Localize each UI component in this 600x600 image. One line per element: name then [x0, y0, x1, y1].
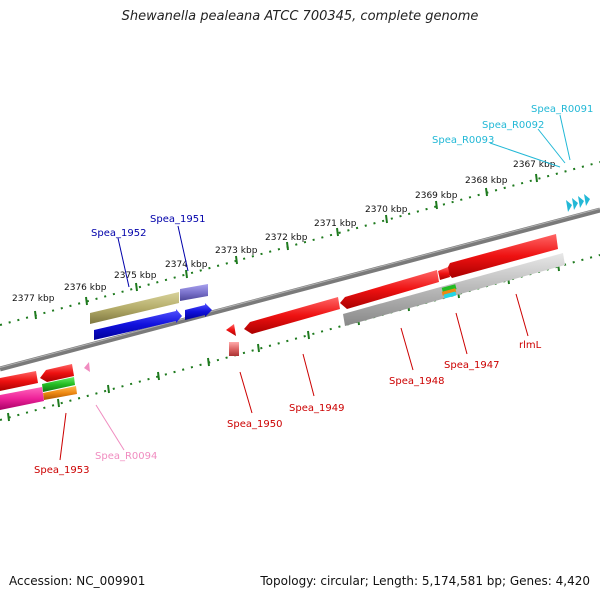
- gene-spea-1947-green-block[interactable]: [441, 284, 457, 293]
- gene-label-spea-1951[interactable]: Spea_1951: [150, 214, 205, 225]
- genome-backbone: [0, 207, 600, 372]
- genome-title: Shewanella pealeana ATCC 700345, complet…: [121, 9, 479, 24]
- gene-spea-1953-orange-block[interactable]: [43, 386, 77, 400]
- gene-label-spea-r0093[interactable]: Spea_R0093: [432, 135, 494, 146]
- outer-scale-track: [0, 161, 600, 326]
- leader-spea-1950: [239, 371, 253, 414]
- backbone-highlight: [0, 208, 600, 368]
- gene-label-spea-1949[interactable]: Spea_1949: [289, 403, 344, 414]
- gene-spea-1951-arrow[interactable]: [185, 303, 212, 320]
- trna-spea-r0092-arrow[interactable]: [572, 198, 578, 210]
- gene-left-red-arrow-a[interactable]: [0, 371, 38, 391]
- trna-spea-r0094-arrow[interactable]: [84, 362, 90, 372]
- tick-label: 2371 kbp: [314, 219, 357, 229]
- gene-label-spea-1948[interactable]: Spea_1948: [389, 376, 444, 387]
- tick-label: 2377 kbp: [12, 294, 55, 304]
- gene-label-spea-r0091[interactable]: Spea_R0091: [531, 104, 593, 115]
- gene-label-spea-1950[interactable]: Spea_1950: [227, 419, 282, 430]
- gene-spea-1950-block[interactable]: [229, 342, 239, 356]
- tick-label: 2375 kbp: [114, 271, 157, 281]
- gene-labels: Spea_R0091 Spea_R0092 Spea_R0093 Spea_19…: [34, 104, 593, 476]
- trna-spea-r0093-arrow[interactable]: [566, 200, 572, 212]
- gene-left-red-arrow-b[interactable]: [40, 364, 74, 382]
- gene-spea-1948-arrow[interactable]: [340, 270, 439, 309]
- leader-spea-r0092: [537, 128, 566, 164]
- trna-extra-arrow[interactable]: [584, 194, 590, 206]
- tick-label: 2372 kbp: [265, 233, 308, 243]
- gene-rlml-arrow[interactable]: [446, 234, 558, 278]
- accession-text: Accession: NC_009901: [9, 574, 146, 588]
- gene-spea-1947-cyan-block[interactable]: [443, 291, 457, 299]
- gene-spea-1952-olive-block[interactable]: [90, 292, 179, 324]
- label-leader-lines: [59, 114, 571, 461]
- tick-label: 2373 kbp: [215, 246, 258, 256]
- tick-label: 2368 kbp: [465, 176, 508, 186]
- tick-label: 2376 kbp: [64, 283, 107, 293]
- leader-spea-r0091: [559, 114, 571, 161]
- leader-spea-1951: [177, 225, 189, 272]
- leader-spea-1952: [117, 237, 130, 288]
- leader-spea-r0093: [489, 142, 561, 168]
- gene-label-rlml[interactable]: rlmL: [519, 340, 542, 351]
- gene-label-spea-r0092[interactable]: Spea_R0092: [482, 120, 544, 131]
- gene-label-spea-r0094[interactable]: Spea_R0094: [95, 451, 157, 462]
- leader-spea-1953: [59, 412, 67, 461]
- leader-rlml: [515, 293, 529, 337]
- gene-small-red-arrow[interactable]: [438, 267, 450, 280]
- reverse-strand-features: [0, 234, 565, 410]
- leader-spea-r0094: [95, 404, 125, 451]
- outer-major-ticks: [34, 173, 538, 320]
- gene-label-spea-1953[interactable]: Spea_1953: [34, 465, 89, 476]
- tick-label: 2367 kbp: [513, 160, 556, 170]
- leader-spea-1947: [455, 312, 468, 355]
- trna-spea-r0091-arrow[interactable]: [578, 196, 584, 208]
- leader-spea-1948: [400, 327, 414, 371]
- genome-summary-text: Topology: circular; Length: 5,174,581 bp…: [260, 574, 590, 588]
- leader-spea-1949: [302, 353, 315, 397]
- tick-label: 2369 kbp: [415, 191, 458, 201]
- gene-spea-1953-magenta-block[interactable]: [0, 387, 44, 410]
- gene-spea-1950-arrow[interactable]: [226, 324, 236, 336]
- gene-spea-1953-green-block[interactable]: [42, 377, 75, 392]
- gene-label-spea-1952[interactable]: Spea_1952: [91, 228, 146, 239]
- gene-label-spea-1947[interactable]: Spea_1947: [444, 360, 499, 371]
- gene-spea-1949-arrow[interactable]: [244, 297, 340, 334]
- gene-spea-1947-orange-block[interactable]: [441, 288, 457, 296]
- tick-label: 2370 kbp: [365, 205, 408, 215]
- forward-strand-features: [90, 194, 590, 340]
- gene-spea-1952-arrow[interactable]: [94, 309, 182, 340]
- gene-spea-1951-purple-block[interactable]: [180, 284, 208, 301]
